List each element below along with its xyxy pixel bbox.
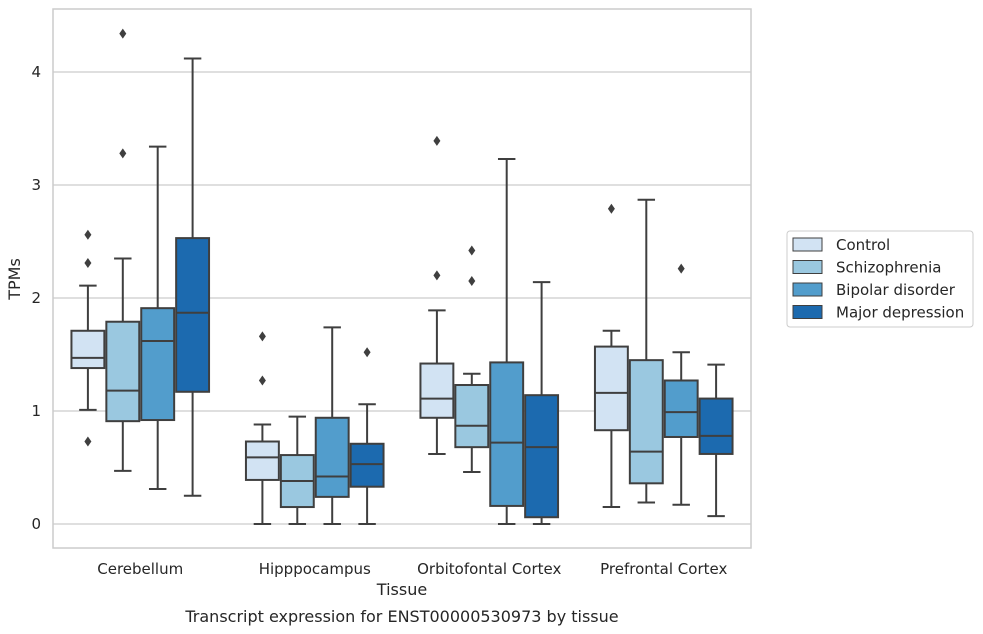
box-group xyxy=(140,145,176,490)
y-axis-ticks: 0 1 2 3 4 xyxy=(31,63,41,533)
legend-frame xyxy=(786,230,974,328)
box xyxy=(105,320,141,423)
box xyxy=(454,384,490,449)
box-group xyxy=(349,347,385,525)
x-tick-label: Hipppocampus xyxy=(259,560,371,578)
legend-label: Control xyxy=(836,236,890,254)
box-group xyxy=(593,203,629,509)
box-group xyxy=(454,245,490,474)
box xyxy=(698,397,734,455)
legend-swatch xyxy=(792,282,823,297)
outlier-point xyxy=(84,436,92,447)
y-tick-label: 2 xyxy=(31,289,41,307)
box xyxy=(419,362,455,419)
y-axis-label: TPMs xyxy=(5,258,24,301)
box-group xyxy=(419,135,455,455)
box xyxy=(70,329,106,370)
outlier-point xyxy=(607,203,615,214)
box xyxy=(175,237,211,393)
x-axis-ticks: Cerebellum Hipppocampus Orbitofontal Corte… xyxy=(97,560,727,578)
outlier-point xyxy=(258,331,266,342)
box xyxy=(593,345,629,432)
box-group xyxy=(489,158,525,525)
outlier-point xyxy=(468,245,476,256)
outlier-point xyxy=(363,347,371,358)
x-tick-label: Orbitofontal Cortex xyxy=(417,560,561,578)
box-group xyxy=(698,363,734,518)
boxes xyxy=(70,28,734,525)
box xyxy=(663,379,699,438)
y-tick-label: 3 xyxy=(31,176,41,194)
box-group xyxy=(244,331,280,525)
outlier-point xyxy=(258,375,266,386)
box xyxy=(524,394,560,519)
x-tick-label: Cerebellum xyxy=(97,560,183,578)
box xyxy=(489,361,525,507)
outlier-point xyxy=(119,148,127,159)
x-tick-label: Prefrontal Cortex xyxy=(600,560,727,578)
chart-caption: Transcript expression for ENST0000053097… xyxy=(184,607,618,626)
box-group xyxy=(175,57,211,497)
legend-label: Schizophrenia xyxy=(836,259,941,277)
box xyxy=(244,440,280,481)
box-group xyxy=(105,28,141,472)
outlier-point xyxy=(433,135,441,146)
legend: Control Schizophrenia Bipolar disorder Majo… xyxy=(786,230,974,328)
legend-swatch xyxy=(792,260,823,274)
x-axis-label: Tissue xyxy=(376,580,427,599)
outlier-point xyxy=(468,276,476,287)
outlier-point xyxy=(677,263,685,274)
legend-label: Major depression xyxy=(836,304,964,322)
legend-swatch xyxy=(792,237,823,252)
y-tick-label: 4 xyxy=(31,63,41,81)
legend-swatch xyxy=(792,305,823,319)
box-group xyxy=(279,415,315,525)
y-tick-label: 1 xyxy=(31,402,41,420)
outlier-point xyxy=(84,257,92,268)
outlier-point xyxy=(119,28,127,39)
box-group xyxy=(70,229,106,447)
outlier-point xyxy=(433,270,441,281)
box xyxy=(349,442,385,488)
box-group xyxy=(524,281,560,525)
legend-label: Bipolar disorder xyxy=(836,281,956,299)
box xyxy=(628,359,664,485)
y-tick-label: 0 xyxy=(31,515,41,533)
box xyxy=(140,307,176,422)
box-group xyxy=(628,198,664,504)
box-group xyxy=(663,263,699,506)
box xyxy=(314,416,350,498)
box-group xyxy=(314,326,350,525)
outlier-point xyxy=(84,229,92,240)
